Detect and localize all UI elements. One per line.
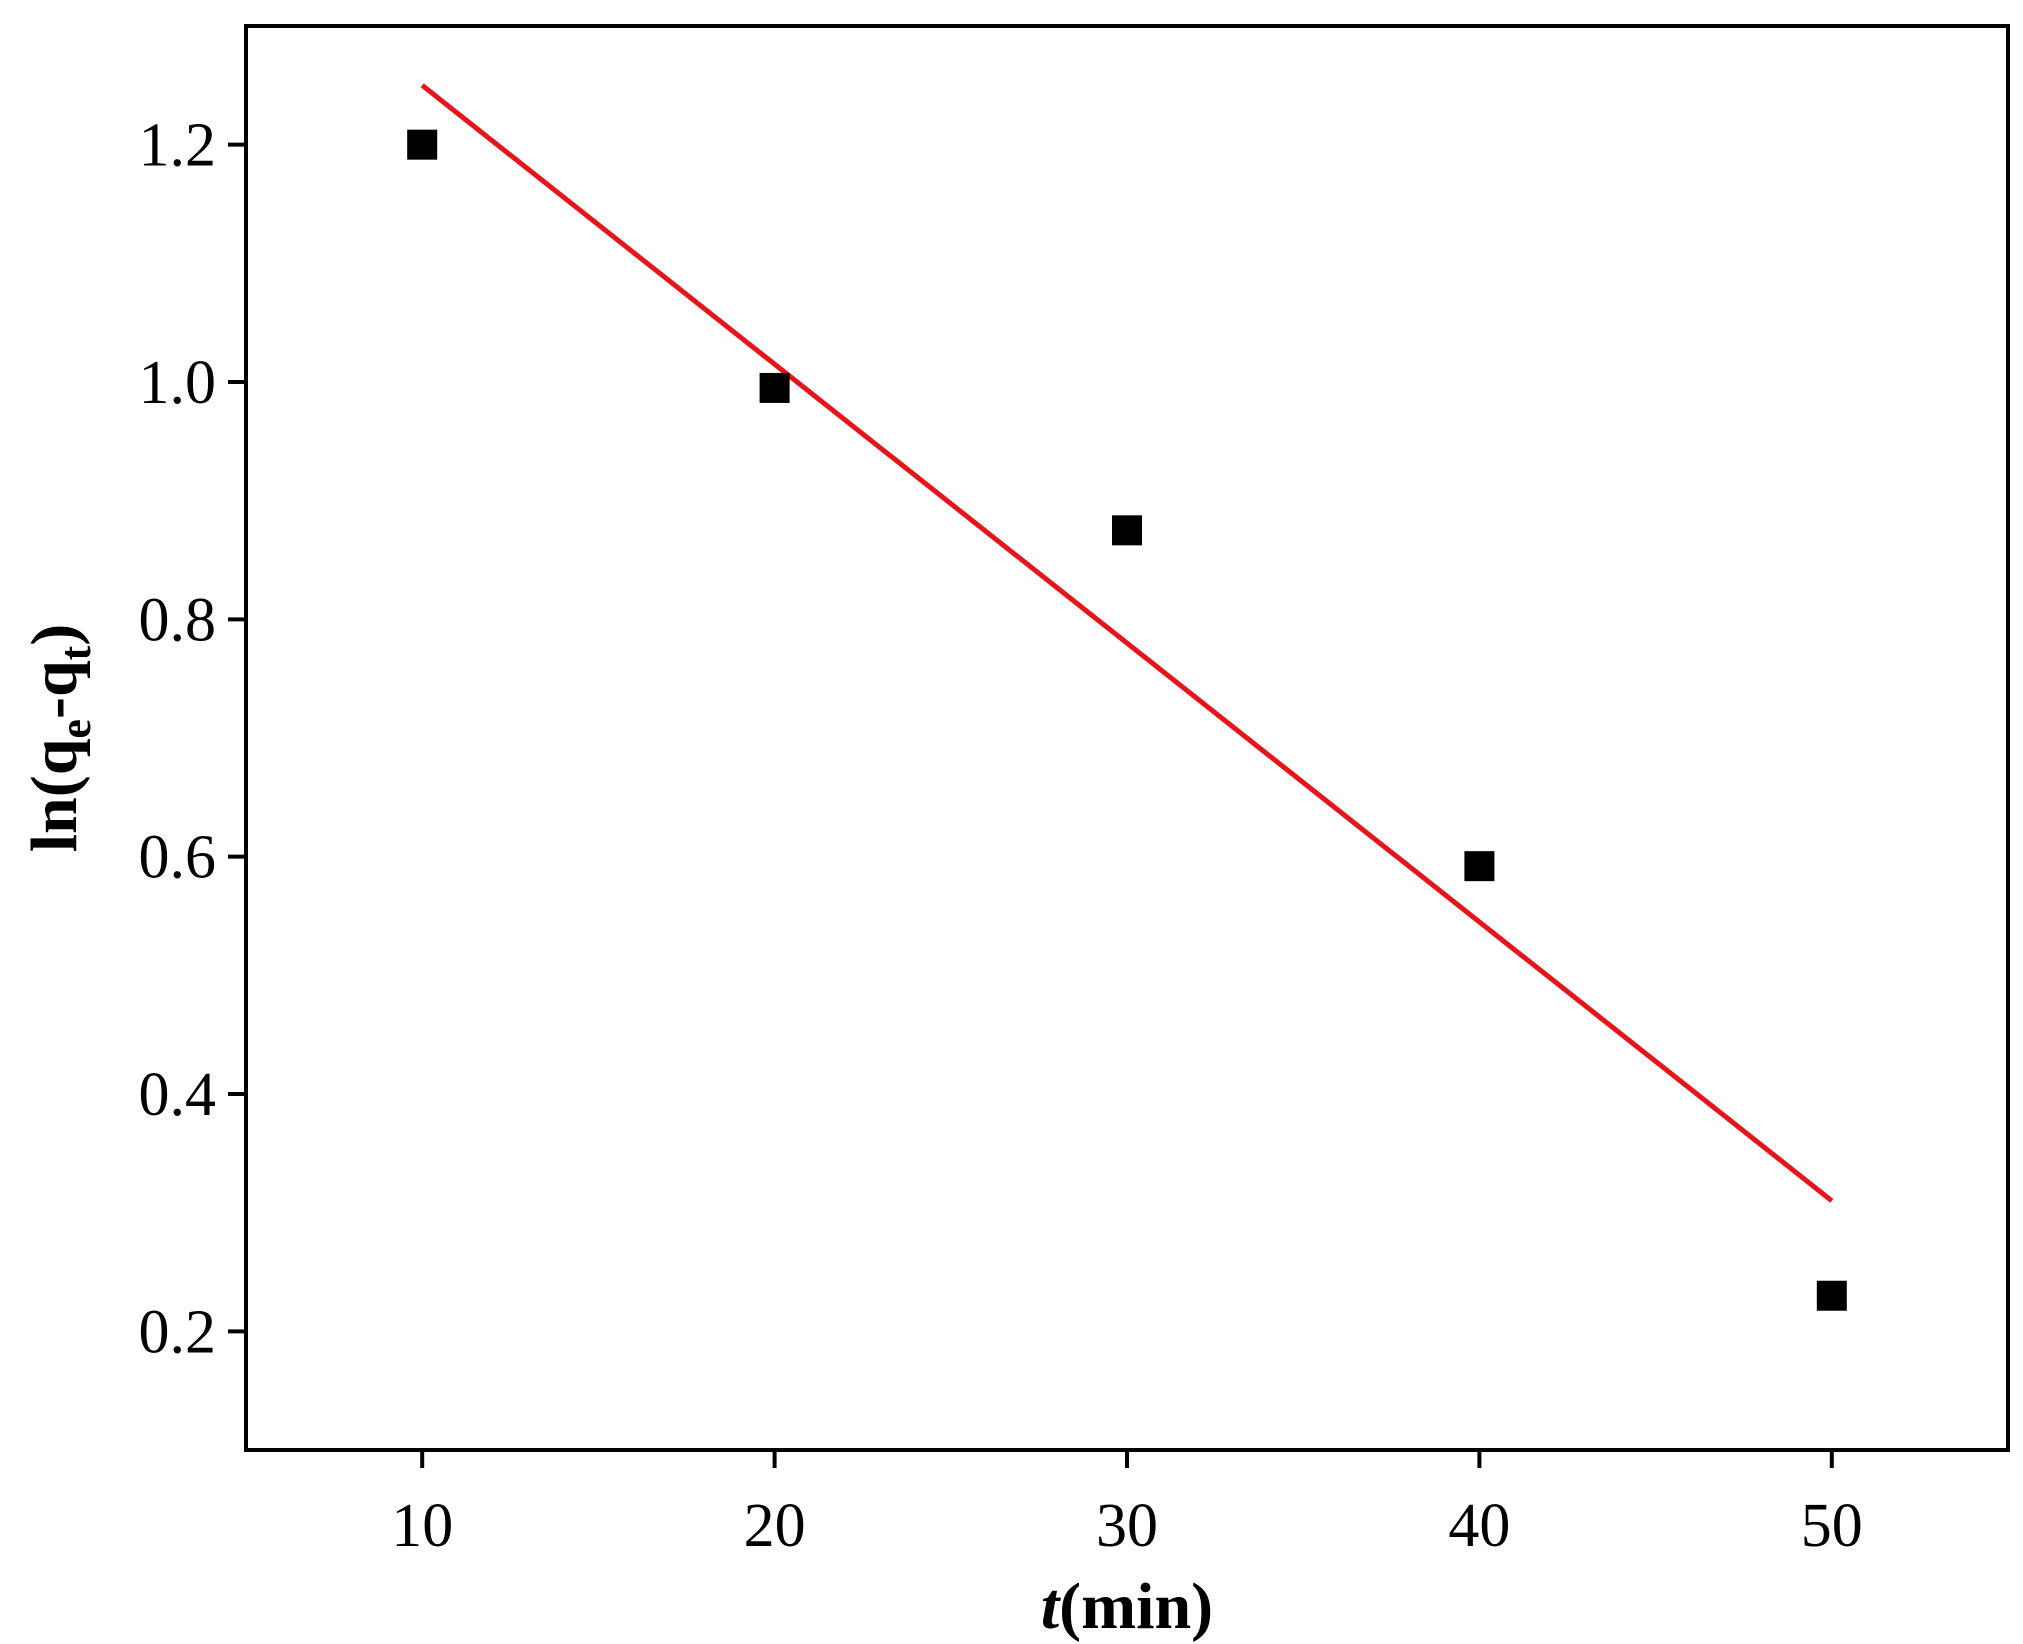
y-tick-label: 0.8 [139, 586, 217, 654]
y-axis-title: ln(qe-qt) [18, 624, 100, 853]
x-axis-title-rest: (min) [1059, 1570, 1213, 1643]
x-tick-label: 30 [1096, 1492, 1158, 1560]
x-tick-label: 40 [1448, 1492, 1510, 1560]
data-point [1112, 515, 1142, 546]
y-axis-ticks: 0.2 0.4 0.6 0.8 1.0 1.2 [139, 112, 246, 1366]
x-axis-ticks: 10 20 30 40 50 [391, 1450, 1863, 1560]
y-tick-label: 0.6 [139, 824, 217, 892]
y-axis-title-sub1: e [51, 719, 100, 739]
y-axis-title-prefix: ln(q [18, 738, 91, 852]
plot-frame [244, 24, 2010, 1452]
data-point [407, 129, 438, 160]
fit-line [420, 83, 1834, 1203]
x-axis-title: t(min) [1041, 1570, 1213, 1643]
x-tick-label: 10 [391, 1492, 453, 1560]
y-tick-label: 1.2 [139, 112, 217, 180]
y-axis-title-mid: -q [18, 660, 91, 719]
data-point [1464, 851, 1495, 882]
data-point [1816, 1280, 1847, 1311]
y-tick-label: 0.2 [139, 1298, 217, 1366]
y-axis-title-suffix: ) [18, 624, 91, 646]
x-tick-label: 20 [744, 1492, 806, 1560]
y-axis-title-sub2: t [51, 645, 100, 660]
series-layer [407, 83, 1847, 1311]
y-tick-label: 1.0 [139, 349, 217, 417]
y-tick-label: 0.4 [139, 1061, 217, 1129]
data-point [759, 372, 790, 403]
x-tick-label: 50 [1801, 1492, 1863, 1560]
x-axis-title-italic: t [1041, 1570, 1061, 1643]
